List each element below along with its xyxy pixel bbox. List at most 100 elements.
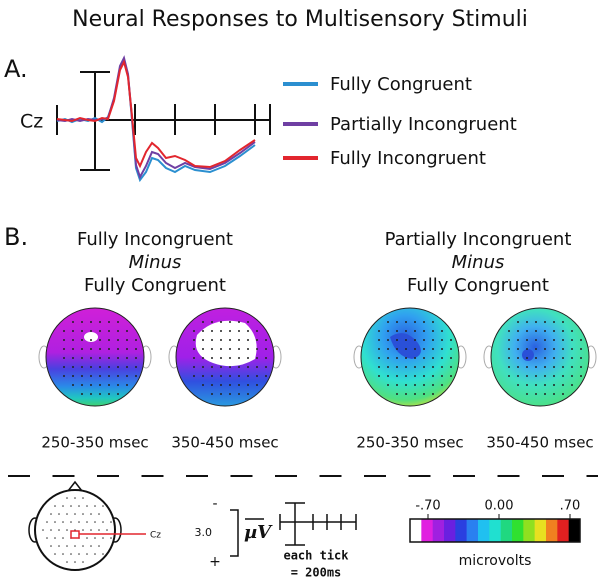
electrode bbox=[562, 375, 564, 377]
electrode bbox=[72, 348, 74, 350]
electrode bbox=[81, 366, 83, 368]
electrode bbox=[211, 339, 213, 341]
scale-minus: - bbox=[212, 496, 217, 512]
electrode bbox=[63, 330, 65, 332]
electrode bbox=[193, 375, 195, 377]
electrode bbox=[256, 357, 258, 359]
electrode bbox=[211, 375, 213, 377]
electrode bbox=[229, 393, 231, 395]
electrode bbox=[117, 330, 119, 332]
electrode bbox=[508, 348, 510, 350]
electrode bbox=[126, 339, 128, 341]
electrode bbox=[108, 375, 110, 377]
electrode bbox=[135, 357, 137, 359]
electrode bbox=[78, 521, 80, 523]
electrode bbox=[211, 384, 213, 386]
electrode bbox=[108, 393, 110, 395]
channel-label: Cz bbox=[20, 111, 43, 133]
electrode bbox=[535, 366, 537, 368]
electrode bbox=[387, 339, 389, 341]
colorbar-cell bbox=[557, 519, 569, 542]
electrode bbox=[247, 375, 249, 377]
colorbar-cell bbox=[432, 519, 445, 542]
electrode bbox=[135, 339, 137, 341]
electrode bbox=[247, 366, 249, 368]
electrode bbox=[432, 321, 434, 323]
electrode bbox=[220, 321, 222, 323]
electrode bbox=[450, 375, 452, 377]
topomap bbox=[168, 307, 282, 407]
electrode bbox=[553, 375, 555, 377]
electrode bbox=[247, 393, 249, 395]
electrode bbox=[396, 339, 398, 341]
electrode bbox=[441, 330, 443, 332]
map-label: 350-450 msec bbox=[486, 434, 593, 452]
electrode bbox=[432, 366, 434, 368]
electrode bbox=[414, 330, 416, 332]
colorbar-cell bbox=[421, 519, 433, 542]
electrode bbox=[265, 366, 267, 368]
electrode bbox=[414, 321, 416, 323]
tick-note: = 200ms bbox=[291, 566, 342, 580]
electrode bbox=[387, 321, 389, 323]
electrode bbox=[70, 553, 72, 555]
electrode bbox=[108, 321, 110, 323]
electrode bbox=[99, 348, 101, 350]
electrode bbox=[571, 357, 573, 359]
electrode bbox=[396, 366, 398, 368]
electrode bbox=[396, 321, 398, 323]
electrode bbox=[220, 339, 222, 341]
electrode bbox=[571, 384, 573, 386]
electrode bbox=[102, 537, 104, 539]
electrode bbox=[508, 366, 510, 368]
electrode bbox=[396, 357, 398, 359]
electrode bbox=[117, 357, 119, 359]
electrode bbox=[247, 348, 249, 350]
colorbar-cell bbox=[478, 519, 490, 542]
electrode bbox=[66, 529, 68, 531]
electrode bbox=[441, 384, 443, 386]
electrode bbox=[102, 521, 104, 523]
electrode bbox=[58, 545, 60, 547]
electrode bbox=[98, 545, 100, 547]
electrode bbox=[405, 321, 407, 323]
electrode bbox=[247, 384, 249, 386]
electrode bbox=[544, 393, 546, 395]
electrode-label: Cz bbox=[150, 531, 161, 541]
electrode bbox=[265, 348, 267, 350]
electrode bbox=[544, 330, 546, 332]
electrode bbox=[62, 537, 64, 539]
panel-label: B. bbox=[4, 223, 28, 251]
electrode bbox=[72, 357, 74, 359]
electrode bbox=[72, 375, 74, 377]
electrode bbox=[544, 375, 546, 377]
electrode bbox=[508, 375, 510, 377]
legend: Fully Congruent Partially Incongruent Full… bbox=[283, 74, 517, 169]
electrode bbox=[220, 375, 222, 377]
electrode bbox=[81, 384, 83, 386]
electrode bbox=[526, 321, 528, 323]
electrode bbox=[396, 384, 398, 386]
electrode bbox=[86, 537, 88, 539]
comparison-title: Fully Incongruent bbox=[77, 229, 233, 250]
peak bbox=[84, 332, 98, 342]
electrode bbox=[517, 357, 519, 359]
map-label: 250-350 msec bbox=[41, 434, 148, 452]
electrode bbox=[74, 545, 76, 547]
legend-label: Partially Incongruent bbox=[330, 114, 517, 135]
electrode bbox=[99, 393, 101, 395]
comparison-title: Minus bbox=[129, 252, 182, 273]
electrode bbox=[117, 339, 119, 341]
colorbar-frame bbox=[409, 518, 581, 543]
electrode bbox=[508, 339, 510, 341]
electrode bbox=[46, 537, 48, 539]
electrode bbox=[387, 330, 389, 332]
electrode bbox=[86, 521, 88, 523]
electrode bbox=[571, 348, 573, 350]
electrode bbox=[202, 366, 204, 368]
electrode bbox=[414, 348, 416, 350]
electrode bbox=[508, 330, 510, 332]
electrode bbox=[81, 375, 83, 377]
electrode bbox=[432, 348, 434, 350]
